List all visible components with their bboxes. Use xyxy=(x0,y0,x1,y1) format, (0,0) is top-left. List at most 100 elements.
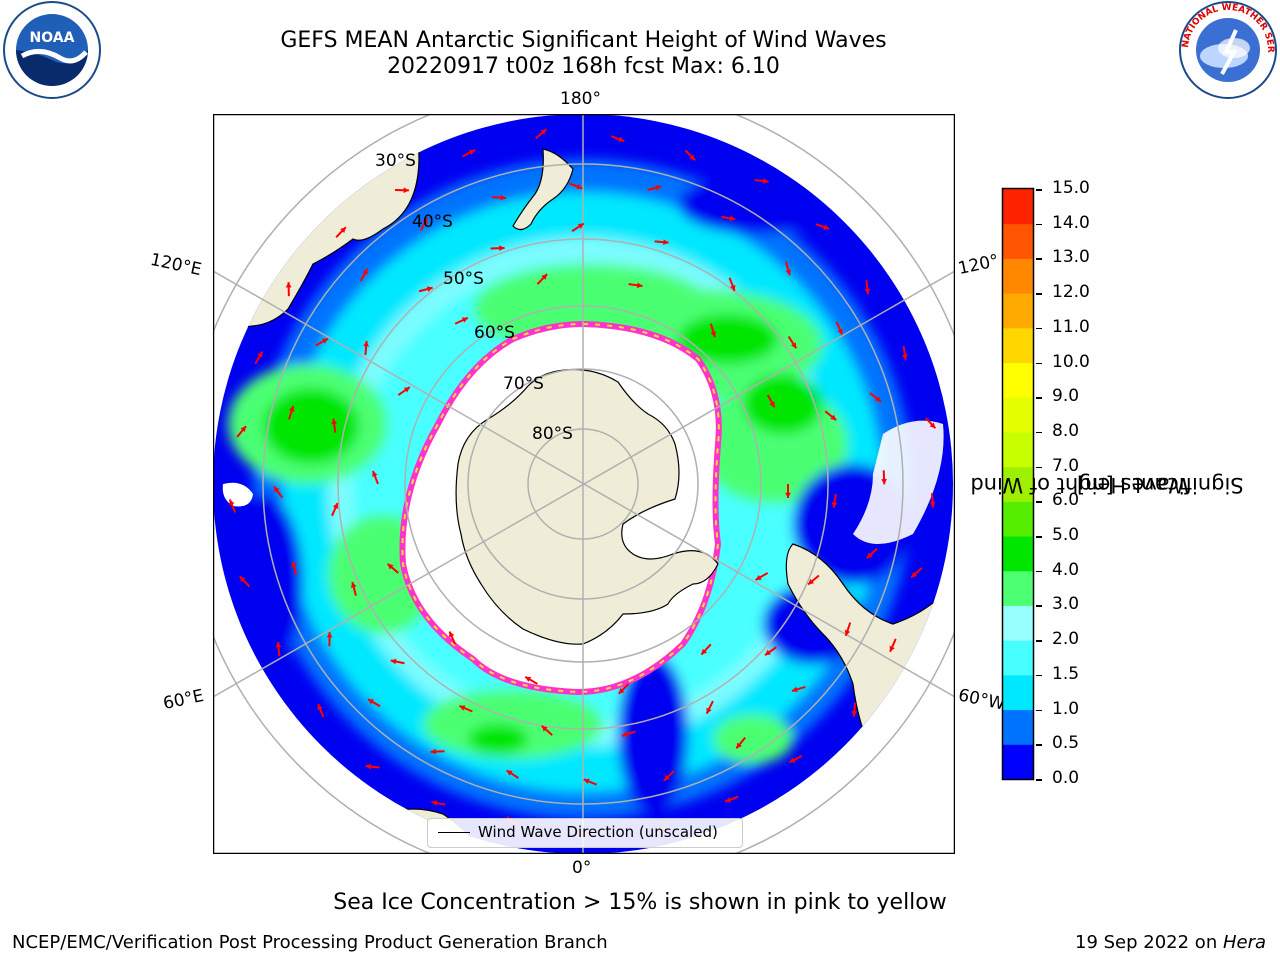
colorbar-cell xyxy=(1003,501,1033,537)
colorbar-tick-label: 2.0 xyxy=(1052,629,1080,650)
wind-wave-arrowhead xyxy=(689,154,696,161)
wind-wave-arrowhead xyxy=(663,239,669,246)
wind-wave-arrowhead xyxy=(710,331,717,338)
colorbar-tick-label: 4.0 xyxy=(1052,559,1080,580)
colorbar-tick-mark xyxy=(1036,640,1042,642)
map-frame xyxy=(213,114,955,854)
colorbar-tick-mark xyxy=(1036,674,1042,677)
wind-wave-arrowhead xyxy=(229,499,235,506)
noaa-logo: NOAA xyxy=(3,1,101,99)
colorbar-tick-label: 12.0 xyxy=(1052,282,1090,303)
wind-wave-arrowhead xyxy=(791,686,798,693)
wind-wave-arrowhead xyxy=(240,426,247,433)
wind-wave-arrowhead xyxy=(340,227,346,234)
wind-wave-arrowhead xyxy=(363,340,370,347)
colorbar-tick-label: 3.0 xyxy=(1052,594,1080,615)
wind-wave-arrowhead xyxy=(706,707,712,714)
wind-wave-arrowhead xyxy=(583,778,590,785)
lon-label-60w: 60°W xyxy=(956,685,1007,715)
wind-wave-arrowhead xyxy=(291,561,297,568)
colorbar-tick-mark xyxy=(1036,536,1042,538)
colorbar-cell xyxy=(1003,744,1033,780)
colorbar-tick-mark xyxy=(1036,223,1042,226)
wind-wave-arrowhead xyxy=(823,224,830,230)
lat-label-30s: 30°S xyxy=(375,151,416,171)
wind-wave-arrowhead xyxy=(459,705,466,711)
colorbar-tick-label: 13.0 xyxy=(1052,247,1090,268)
legend-line-symbol xyxy=(438,832,470,833)
wind-wave-arrowhead xyxy=(372,470,378,477)
colorbar-cell xyxy=(1003,466,1033,502)
wind-wave-arrowhead xyxy=(902,354,908,360)
wind-wave-arrowhead xyxy=(663,774,670,781)
wind-wave-arrowhead xyxy=(461,317,468,323)
wind-wave-arrowhead xyxy=(387,563,394,570)
wind-wave-arrowhead xyxy=(541,274,548,280)
colorbar-tick-mark xyxy=(1036,501,1042,503)
colorbar-tick-label: 1.5 xyxy=(1052,663,1080,684)
wind-wave-arrowhead xyxy=(426,286,433,292)
wind-wave-arrowhead xyxy=(837,328,843,335)
colorbar-tick-label: 15.0 xyxy=(1052,178,1090,198)
wind-wave-arrowhead xyxy=(331,418,337,425)
colorbar-tick-label: 1.0 xyxy=(1052,698,1080,719)
wind-wave-arrowhead xyxy=(525,676,532,683)
wind-wave-arrowhead xyxy=(725,797,732,803)
wind-wave-arrowhead xyxy=(275,641,282,648)
colorbar-cell xyxy=(1003,223,1033,259)
wind-wave-arrowhead xyxy=(844,629,851,636)
wind-wave-arrowhead xyxy=(288,406,295,412)
colorbar-tick-mark xyxy=(1036,709,1042,712)
wind-wave-arrowhead xyxy=(285,282,292,288)
polar-map xyxy=(213,114,955,854)
lat-label-70s: 70°S xyxy=(503,374,544,394)
wind-wave-arrowhead xyxy=(889,645,895,652)
colorbar-tick-mark xyxy=(1036,744,1042,746)
wind-wave-arrows xyxy=(228,128,937,836)
colorbar-label-line2: Waves [m] xyxy=(1076,473,1190,497)
colorbar-tick-mark xyxy=(1036,431,1042,434)
colorbar-tick-label: 0.0 xyxy=(1052,768,1080,788)
lat-label-80s: 80°S xyxy=(532,424,573,444)
wind-wave-arrowhead xyxy=(636,282,643,289)
wind-wave-arrowhead xyxy=(321,338,328,344)
wind-wave-arrowhead xyxy=(929,422,936,429)
lon-label-120e: 120°E xyxy=(148,249,204,281)
wind-wave-arrowhead xyxy=(808,578,815,585)
wind-wave-arrowhead xyxy=(540,129,547,135)
colorbar-tick-mark xyxy=(1036,466,1042,469)
chart-title: GEFS MEAN Antarctic Significant Height o… xyxy=(280,28,887,53)
wind-wave-arrowhead xyxy=(257,351,263,358)
wind-wave-arrowhead xyxy=(929,501,936,508)
colorbar-tick-label: 11.0 xyxy=(1052,316,1090,337)
wind-wave-arrowhead xyxy=(403,387,410,393)
legend-label: Wind Wave Direction (unscaled) xyxy=(478,823,718,841)
colorbar-tick-label: 8.0 xyxy=(1052,420,1080,441)
wind-wave-arrowhead xyxy=(576,183,583,190)
colorbar-tick-label: 5.0 xyxy=(1052,525,1080,546)
lon-label-0: 0° xyxy=(572,858,592,878)
colorbar-cell xyxy=(1003,640,1033,676)
wind-wave-arrowhead xyxy=(577,223,584,229)
wind-wave-arrowhead xyxy=(769,401,775,408)
wind-wave-arrowhead xyxy=(430,748,436,755)
wind-wave-arrowhead xyxy=(729,215,736,222)
colorbar-cell xyxy=(1003,327,1033,364)
colorbar-cell xyxy=(1003,293,1033,329)
colorbar-tick-mark xyxy=(1036,189,1042,191)
colorbar-cell xyxy=(1003,189,1033,225)
lon-label-60e: 60°E xyxy=(161,685,206,715)
colorbar-tick-mark xyxy=(1036,605,1042,607)
colorbar-tick-mark xyxy=(1036,327,1042,330)
wind-wave-arrowhead xyxy=(701,648,708,655)
wind-wave-arrowhead xyxy=(273,486,280,493)
chart-subtitle: 20220917 t00z 168h fcst Max: 6.10 xyxy=(387,54,780,79)
lat-label-40s: 40°S xyxy=(412,212,453,232)
footer-credit: NCEP/EMC/Verification Post Processing Pr… xyxy=(12,932,608,953)
wind-wave-arrowhead xyxy=(911,571,918,578)
wind-wave-arrowhead xyxy=(730,284,736,291)
colorbar xyxy=(1001,187,1035,781)
lon-label-120w: 120° xyxy=(956,250,1001,280)
wind-wave-arrowhead xyxy=(365,763,372,770)
colorbar-cell xyxy=(1003,431,1033,468)
